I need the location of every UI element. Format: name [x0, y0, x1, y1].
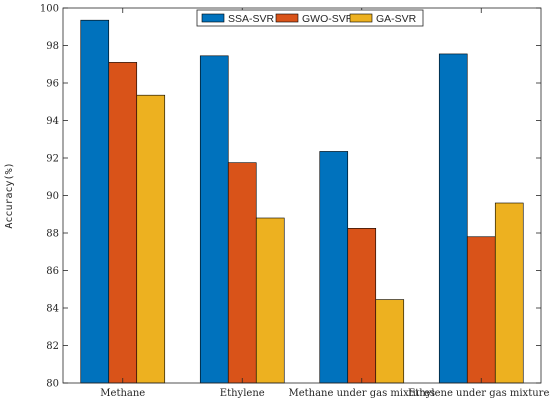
x-tick-label: Methane under gas mixtures	[288, 388, 435, 399]
legend: SSA-SVR GWO-SVR GA-SVR	[196, 9, 424, 27]
legend-swatch-ga-svr	[349, 13, 373, 23]
legend-label-ga-svr: GA-SVR	[376, 13, 417, 25]
bar-gwo-svr-0	[108, 62, 138, 384]
y-tick-label: 80	[46, 379, 59, 390]
bar-ga-svr-0	[136, 94, 166, 384]
y-tick-label: 92	[46, 154, 59, 165]
bars-group	[80, 19, 524, 384]
bar-ssa-svr-0	[80, 19, 110, 384]
y-tick-label: 100	[40, 4, 59, 15]
bar-ssa-svr-2	[319, 151, 349, 384]
bar-gwo-svr-3	[466, 236, 496, 384]
y-tick-label: 84	[46, 304, 59, 315]
y-tick-label: 96	[46, 79, 59, 90]
bar-ga-svr-1	[255, 217, 285, 384]
legend-label-gwo-svr: GWO-SVR	[302, 13, 354, 25]
y-tick-label: 98	[46, 41, 59, 52]
legend-swatch-ssa-svr	[201, 13, 225, 23]
y-axis-label: Accuracy(%)	[4, 162, 15, 228]
y-tick-label: 82	[46, 341, 59, 352]
y-axis: 80 82 84 86 88 90 92 94 96 98 100	[40, 4, 541, 390]
legend-label-ssa-svr: SSA-SVR	[228, 13, 275, 25]
bar-ga-svr-3	[494, 202, 524, 384]
bar-gwo-svr-1	[227, 162, 257, 384]
x-tick-label: Methane	[100, 388, 145, 399]
y-tick-label: 94	[46, 116, 59, 127]
bar-ssa-svr-3	[438, 53, 468, 384]
y-tick-label: 86	[46, 266, 59, 277]
bar-ga-svr-2	[375, 299, 405, 384]
bar-gwo-svr-2	[347, 228, 377, 384]
x-tick-label: Ethylene	[220, 388, 265, 399]
x-tick-label: Ethylene under gas mixtures	[408, 388, 550, 399]
legend-swatch-gwo-svr	[275, 13, 299, 23]
y-tick-label: 88	[46, 229, 59, 240]
y-tick-label: 90	[46, 191, 59, 202]
bar-ssa-svr-1	[199, 55, 229, 384]
